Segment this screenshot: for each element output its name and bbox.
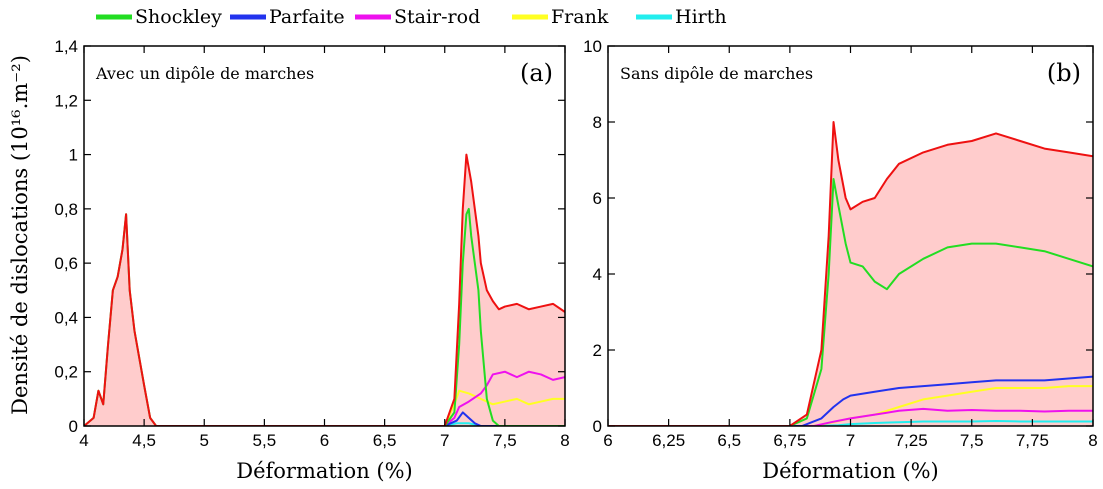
area-total bbox=[608, 122, 1093, 426]
legend-label-parfaite: Parfaite bbox=[269, 6, 345, 28]
x-tick-label: 7 bbox=[440, 431, 449, 450]
y-tick-label: 6 bbox=[593, 189, 602, 208]
panel-tag: (b) bbox=[1047, 59, 1081, 87]
y-tick-label: 10 bbox=[583, 37, 602, 56]
y-tick-label: 0,4 bbox=[54, 308, 78, 327]
legend-label-frank: Frank bbox=[551, 6, 609, 28]
series-line-shockley bbox=[608, 178, 1093, 426]
panel-tag: (a) bbox=[520, 59, 553, 87]
panel-annotation: Sans dipôle de marches bbox=[620, 64, 813, 83]
x-tick-label: 6,75 bbox=[773, 431, 806, 450]
x-tick-label: 7,5 bbox=[960, 431, 984, 450]
y-tick-label: 0,6 bbox=[54, 254, 78, 273]
y-tick-label: 0 bbox=[69, 417, 78, 436]
y-tick-label: 0 bbox=[593, 417, 602, 436]
legend-label-shockley: Shockley bbox=[135, 6, 222, 28]
y-tick-label: 0,2 bbox=[54, 363, 78, 382]
series-line-total bbox=[608, 121, 1093, 426]
panel-b: 6 6,25 6,5 6,75 7 7,25 7,5 7,75 8 0 2 4 6 8 10 Déformat… bbox=[583, 37, 1098, 483]
y-tick-label: 1,2 bbox=[54, 91, 78, 110]
x-tick-label: 4 bbox=[79, 431, 88, 450]
x-tick-label: 6,5 bbox=[373, 431, 397, 450]
y-tick-label: 4 bbox=[593, 265, 602, 284]
x-tick-label: 4,5 bbox=[132, 431, 156, 450]
x-tick-label: 6 bbox=[320, 431, 329, 450]
legend-label-hirth: Hirth bbox=[675, 6, 727, 28]
series-line-total bbox=[84, 153, 565, 426]
x-tick-label: 5,5 bbox=[253, 431, 277, 450]
series-line-frank bbox=[443, 389, 565, 426]
x-tick-label: 8 bbox=[560, 431, 569, 450]
legend: Shockley Parfaite Stair-rod Frank Hirth bbox=[96, 6, 727, 28]
series-line-hirth bbox=[444, 422, 565, 426]
x-axis-label: Déformation (%) bbox=[762, 459, 939, 483]
x-tick-label: 8 bbox=[1088, 431, 1097, 450]
series-line-stair-rod bbox=[608, 407, 1093, 426]
x-tick-label: 5 bbox=[200, 431, 209, 450]
y-tick-label: 1,4 bbox=[54, 37, 78, 56]
y-tick-label: 8 bbox=[593, 113, 602, 132]
panel-annotation: Avec un dipôle de marches bbox=[95, 64, 314, 83]
series-line-parfaite bbox=[444, 411, 565, 426]
area-total bbox=[84, 154, 565, 426]
y-axis-label: Densité de dislocations (10¹⁶.m⁻²) bbox=[8, 55, 32, 415]
panel-a: 4 4,5 5 5,5 6 6,5 7 7,5 8 0 0,2 0,4 0,6 0,8 1 1,2 1,4 Déf… bbox=[54, 37, 569, 483]
x-tick-label: 6,25 bbox=[652, 431, 685, 450]
y-tick-label: 0,8 bbox=[54, 200, 78, 219]
x-tick-label: 7,5 bbox=[493, 431, 517, 450]
x-tick-label: 7,75 bbox=[1016, 431, 1049, 450]
x-tick-label: 6,5 bbox=[717, 431, 741, 450]
legend-label-stair-rod: Stair-rod bbox=[394, 6, 480, 28]
series-line-hirth bbox=[608, 420, 1093, 426]
series-line-parfaite bbox=[608, 375, 1093, 426]
series-line-stair-rod bbox=[444, 370, 565, 426]
y-tick-label: 2 bbox=[593, 341, 602, 360]
y-tick-label: 1 bbox=[69, 146, 78, 165]
x-tick-label: 7,25 bbox=[895, 431, 928, 450]
x-tick-label: 7 bbox=[846, 431, 855, 450]
x-axis-label: Déformation (%) bbox=[236, 459, 413, 483]
x-tick-label: 6 bbox=[603, 431, 612, 450]
